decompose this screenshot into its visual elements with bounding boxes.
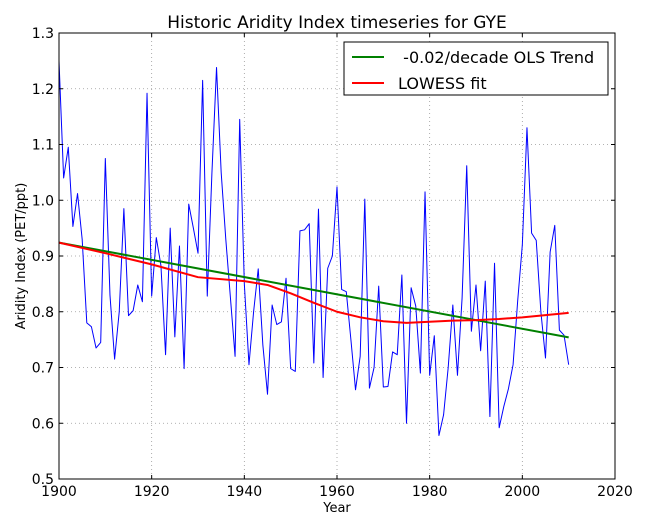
x-tick-label: 1900 bbox=[41, 484, 77, 500]
ols-trend-line bbox=[58, 241, 569, 339]
chart-title: Historic Aridity Index timeseries for GY… bbox=[167, 13, 506, 33]
y-tick-label: 0.5 bbox=[32, 472, 54, 488]
legend-label-ols-trend: -0.02/decade OLS Trend bbox=[393, 48, 594, 67]
x-tick-label: 2020 bbox=[597, 484, 633, 500]
x-axis-label: Year bbox=[322, 501, 351, 516]
lowess-fit-line bbox=[58, 241, 569, 324]
x-tick-label: 1960 bbox=[319, 484, 355, 500]
legend-box bbox=[343, 41, 609, 96]
y-tick-label: 1.3 bbox=[32, 26, 54, 42]
x-tick-label: 1940 bbox=[227, 484, 263, 500]
legend-label-lowess: LOWESS fit bbox=[398, 74, 487, 93]
grid-lines bbox=[59, 33, 615, 479]
x-tick-label: 1920 bbox=[134, 484, 170, 500]
tick-labels: 1900 1920 1940 1960 1980 2000 2020 0.5 0.6 0.7 0.8… bbox=[32, 26, 633, 500]
axis-ticks bbox=[58, 32, 616, 480]
y-tick-label: 0.8 bbox=[32, 305, 54, 321]
y-tick-label: 0.9 bbox=[32, 249, 54, 265]
x-tick-label: 1980 bbox=[412, 484, 448, 500]
y-axis-label: Aridity Index (PET/ppt) bbox=[14, 183, 29, 330]
aridity-index-series-line bbox=[58, 60, 570, 437]
y-tick-label: 0.6 bbox=[32, 416, 54, 432]
legend: -0.02/decade OLS Trend LOWESS fit bbox=[343, 41, 609, 96]
x-tick-label: 2000 bbox=[505, 484, 541, 500]
y-tick-label: 0.7 bbox=[32, 361, 54, 377]
y-tick-label: 1.1 bbox=[32, 138, 54, 154]
y-tick-label: 1.0 bbox=[32, 193, 54, 209]
y-tick-label: 1.2 bbox=[32, 82, 54, 98]
plot-series bbox=[58, 60, 570, 437]
